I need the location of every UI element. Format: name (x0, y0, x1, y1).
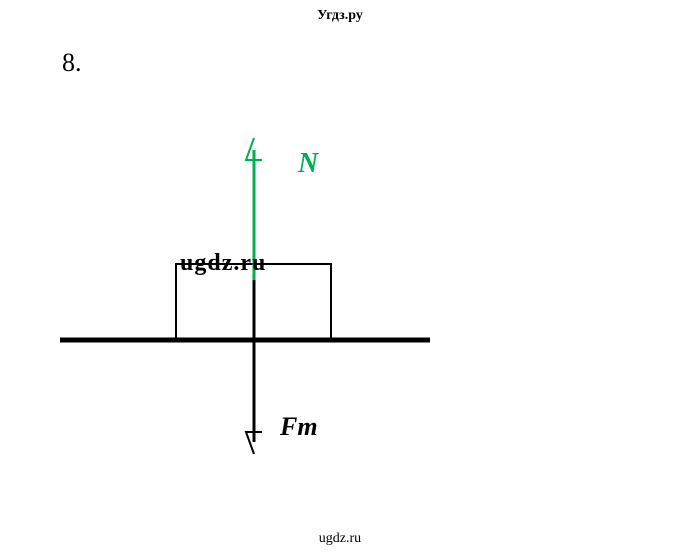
gravity-force-label: Fт (280, 412, 318, 442)
physics-diagram: N Fт (60, 120, 480, 470)
header-text: Угдз.ру (317, 8, 363, 23)
problem-number: 8. (62, 48, 82, 78)
header-site-label: Угдз.ру (0, 8, 680, 24)
footer-text: ugdz.ru (319, 531, 361, 546)
normal-force-label-text: N (298, 148, 318, 179)
gravity-force-label-text: Fт (280, 412, 318, 441)
problem-number-text: 8. (62, 48, 82, 77)
watermark-text: ugdz.ru (180, 250, 266, 276)
normal-force-label: N (298, 148, 318, 180)
diagram-svg (60, 120, 480, 470)
footer-site-label: ugdz.ru (0, 531, 680, 547)
watermark: ugdz.ru (180, 250, 266, 277)
